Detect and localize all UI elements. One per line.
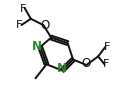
Text: F: F <box>16 20 23 30</box>
Text: O: O <box>41 19 50 32</box>
Text: N: N <box>32 41 42 53</box>
Text: F: F <box>103 59 110 69</box>
Text: F: F <box>104 42 110 52</box>
Text: F: F <box>20 4 27 14</box>
Text: N: N <box>57 62 67 75</box>
Text: O: O <box>82 57 91 70</box>
